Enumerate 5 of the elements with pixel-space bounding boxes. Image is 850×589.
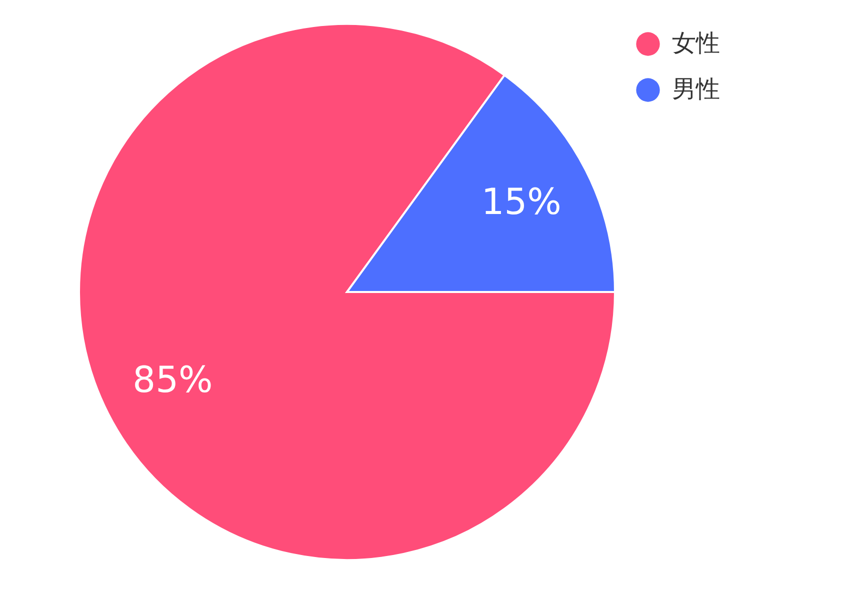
data-label: 85% — [132, 360, 213, 401]
data-label: 15% — [481, 182, 562, 224]
legend-label: 男性 — [672, 75, 720, 103]
legend-label: 女性 — [672, 29, 720, 57]
pie-slice — [78, 23, 616, 561]
